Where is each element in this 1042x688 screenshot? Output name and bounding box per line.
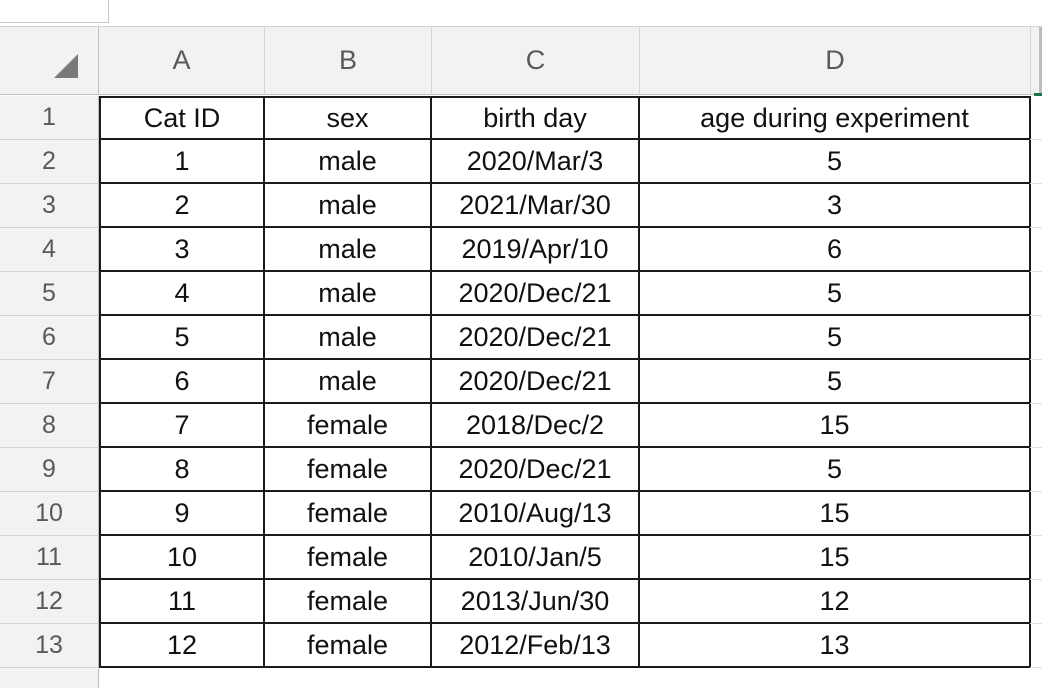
cell-c2[interactable]: 2020/Mar/3 (432, 140, 640, 184)
cell-c7[interactable]: 2020/Dec/21 (432, 360, 640, 404)
column-header-overflow (1030, 27, 1042, 96)
spreadsheet-grid: A B C D 1 Cat ID sex birth day age during experi… (0, 27, 1042, 688)
selection-indicator (1034, 93, 1042, 96)
cell-b13[interactable]: female (265, 624, 432, 668)
cell-b9[interactable]: female (265, 448, 432, 492)
cell-d6[interactable]: 5 (640, 316, 1031, 360)
cell-a13[interactable]: 12 (99, 624, 265, 668)
row-header-13[interactable]: 13 (0, 624, 99, 668)
cell-a10[interactable]: 9 (99, 492, 265, 536)
cell-a12[interactable]: 11 (99, 580, 265, 624)
cell-b7[interactable]: male (265, 360, 432, 404)
cell-c10[interactable]: 2010/Aug/13 (432, 492, 640, 536)
cell-a11[interactable]: 10 (99, 536, 265, 580)
cell-d9[interactable]: 5 (640, 448, 1031, 492)
cell-c12[interactable]: 2013/Jun/30 (432, 580, 640, 624)
column-header-d[interactable]: D (640, 27, 1031, 95)
cell-d7[interactable]: 5 (640, 360, 1031, 404)
row-header-2[interactable]: 2 (0, 140, 99, 184)
gridline (1030, 359, 1042, 360)
cell-c3[interactable]: 2021/Mar/30 (432, 184, 640, 228)
row-header-6[interactable]: 6 (0, 316, 99, 360)
cell-a7[interactable]: 6 (99, 360, 265, 404)
cell-b8[interactable]: female (265, 404, 432, 448)
row-header-4[interactable]: 4 (0, 228, 99, 272)
cell-c13[interactable]: 2012/Feb/13 (432, 624, 640, 668)
select-all-button[interactable] (0, 27, 99, 95)
cell-c5[interactable]: 2020/Dec/21 (432, 272, 640, 316)
cell-c4[interactable]: 2019/Apr/10 (432, 228, 640, 272)
cell-b6[interactable]: male (265, 316, 432, 360)
cell-d3[interactable]: 3 (640, 184, 1031, 228)
cell-a3[interactable]: 2 (99, 184, 265, 228)
cell-a4[interactable]: 3 (99, 228, 265, 272)
gridline (1030, 623, 1042, 624)
gridline (1030, 491, 1042, 492)
cell-b2[interactable]: male (265, 140, 432, 184)
cell-b3[interactable]: male (265, 184, 432, 228)
cell-b5[interactable]: male (265, 272, 432, 316)
row-header-1[interactable]: 1 (0, 96, 99, 140)
cell-b4[interactable]: male (265, 228, 432, 272)
cell-a9[interactable]: 8 (99, 448, 265, 492)
row-header-8[interactable]: 8 (0, 404, 99, 448)
column-header-b[interactable]: B (265, 27, 432, 95)
name-box[interactable] (0, 0, 109, 23)
gridline (1030, 271, 1042, 272)
gridline (1030, 227, 1042, 228)
formula-bar-strip (0, 0, 1042, 27)
cell-d11[interactable]: 15 (640, 536, 1031, 580)
cell-b11[interactable]: female (265, 536, 432, 580)
row-header-9[interactable]: 9 (0, 448, 99, 492)
cell-a6[interactable]: 5 (99, 316, 265, 360)
cell-d4[interactable]: 6 (640, 228, 1031, 272)
row-header-3[interactable]: 3 (0, 184, 99, 228)
cell-c1[interactable]: birth day (432, 96, 640, 140)
gridline (1030, 315, 1042, 316)
cell-d13[interactable]: 13 (640, 624, 1031, 668)
cell-c9[interactable]: 2020/Dec/21 (432, 448, 640, 492)
column-header-c[interactable]: C (432, 27, 640, 95)
cell-c6[interactable]: 2020/Dec/21 (432, 316, 640, 360)
gridline (1030, 535, 1042, 536)
cell-d8[interactable]: 15 (640, 404, 1031, 448)
row-header-5[interactable]: 5 (0, 272, 99, 316)
cell-a2[interactable]: 1 (99, 140, 265, 184)
cell-a5[interactable]: 4 (99, 272, 265, 316)
cell-d2[interactable]: 5 (640, 140, 1031, 184)
row-header-12[interactable]: 12 (0, 580, 99, 624)
column-header-a[interactable]: A (99, 27, 265, 95)
cell-b1[interactable]: sex (265, 96, 432, 140)
cell-a8[interactable]: 7 (99, 404, 265, 448)
select-all-triangle-icon (54, 54, 78, 78)
cell-b10[interactable]: female (265, 492, 432, 536)
gridline (1030, 139, 1042, 140)
cell-d5[interactable]: 5 (640, 272, 1031, 316)
gridline (1030, 579, 1042, 580)
cell-d12[interactable]: 12 (640, 580, 1031, 624)
cell-d1[interactable]: age during experiment (640, 96, 1031, 140)
gridline (1030, 447, 1042, 448)
row-header-10[interactable]: 10 (0, 492, 99, 536)
cell-c8[interactable]: 2018/Dec/2 (432, 404, 640, 448)
header-scroll-edge (1039, 27, 1042, 95)
gridline (1030, 667, 1042, 668)
row-header-7[interactable]: 7 (0, 360, 99, 404)
gridline (1030, 183, 1042, 184)
cell-c11[interactable]: 2010/Jan/5 (432, 536, 640, 580)
cell-a1[interactable]: Cat ID (99, 96, 265, 140)
row-header-next[interactable] (0, 668, 99, 688)
cell-b12[interactable]: female (265, 580, 432, 624)
cell-d10[interactable]: 15 (640, 492, 1031, 536)
gridline (1030, 403, 1042, 404)
row-header-11[interactable]: 11 (0, 536, 99, 580)
